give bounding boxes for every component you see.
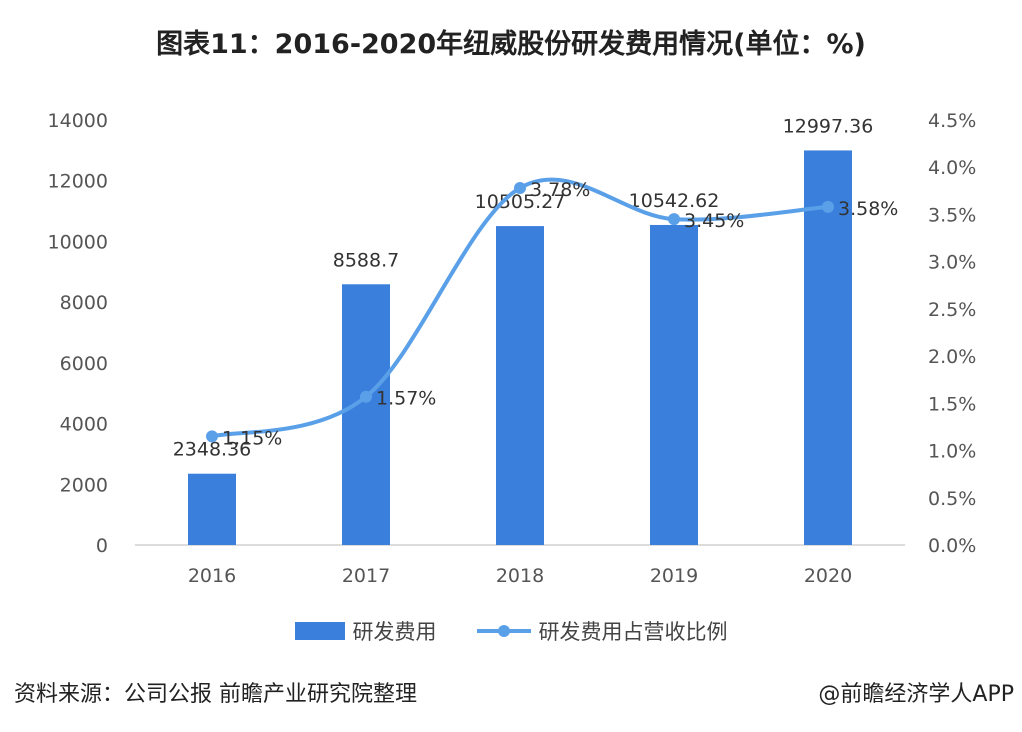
line-data-label: 3.58% [838, 198, 898, 220]
legend-label: 研发费用 [352, 620, 437, 644]
legend-line-swatch [476, 625, 531, 637]
bar [188, 473, 236, 545]
source-note: 资料来源：公司公报 前瞻产业研究院整理 [14, 682, 417, 707]
chart-title: 图表11：2016-2020年纽威股份研发费用情况(单位：%) [156, 29, 866, 60]
line-data-label: 3.78% [530, 179, 590, 201]
line-point [668, 213, 680, 226]
bar-data-label: 12997.36 [783, 115, 874, 137]
left-axis-tick: 4000 [60, 414, 108, 436]
left-axis-tick: 6000 [60, 353, 108, 375]
line-data-label: 1.57% [376, 388, 436, 410]
legend: 研发费用 研发费用占营收比例 [0, 616, 1022, 646]
left-axis-tick: 0 [96, 535, 108, 557]
x-axis-tick: 2018 [496, 565, 544, 587]
left-axis-tick: 8000 [60, 292, 108, 314]
x-axis-tick: 2020 [804, 565, 852, 587]
legend-bar-swatch [294, 622, 345, 640]
left-axis-tick: 2000 [60, 474, 108, 496]
right-axis-tick: 4.0% [928, 157, 976, 179]
line-data-label: 3.45% [684, 210, 744, 232]
right-axis-tick: 0.5% [928, 488, 976, 510]
right-axis-tick: 2.5% [928, 299, 976, 321]
right-axis-tick: 3.5% [928, 204, 976, 226]
bar [804, 150, 852, 545]
credit: @前瞻经济学人APP [818, 682, 1014, 707]
right-axis-tick: 0.0% [928, 535, 976, 557]
bar-data-label: 10542.62 [629, 190, 720, 212]
right-axis-tick: 1.5% [928, 393, 976, 415]
bar [496, 226, 544, 545]
line-series [211, 177, 829, 439]
line-point [360, 390, 372, 403]
line-point [206, 430, 218, 443]
left-axis-tick: 12000 [48, 171, 108, 193]
bar-data-label: 8588.7 [333, 249, 399, 271]
x-axis-tick: 2016 [188, 565, 236, 587]
bar [342, 284, 390, 545]
chart-plot: 0 2000 4000 6000 8000 10000 12000 14000 0.0% 0.5%… [48, 110, 977, 587]
x-axis-tick: 2019 [650, 565, 698, 587]
x-axis-tick: 2017 [342, 565, 390, 587]
line-point [822, 200, 834, 213]
legend-item-line: 研发费用占营收比例 [476, 616, 728, 646]
right-axis-tick: 4.5% [928, 110, 976, 132]
right-axis-tick: 3.0% [928, 252, 976, 274]
legend-label: 研发费用占营收比例 [538, 620, 728, 644]
bar-data-label: 2348.36 [173, 439, 252, 461]
left-axis-tick: 14000 [48, 110, 108, 132]
right-axis-tick: 1.0% [928, 441, 976, 463]
bar [650, 224, 698, 545]
left-axis-tick: 10000 [48, 231, 108, 253]
line-point [514, 182, 526, 194]
right-axis-tick: 2.0% [928, 346, 976, 368]
legend-item-bar: 研发费用 [294, 616, 437, 646]
line-data-label: 1.15% [222, 427, 282, 449]
